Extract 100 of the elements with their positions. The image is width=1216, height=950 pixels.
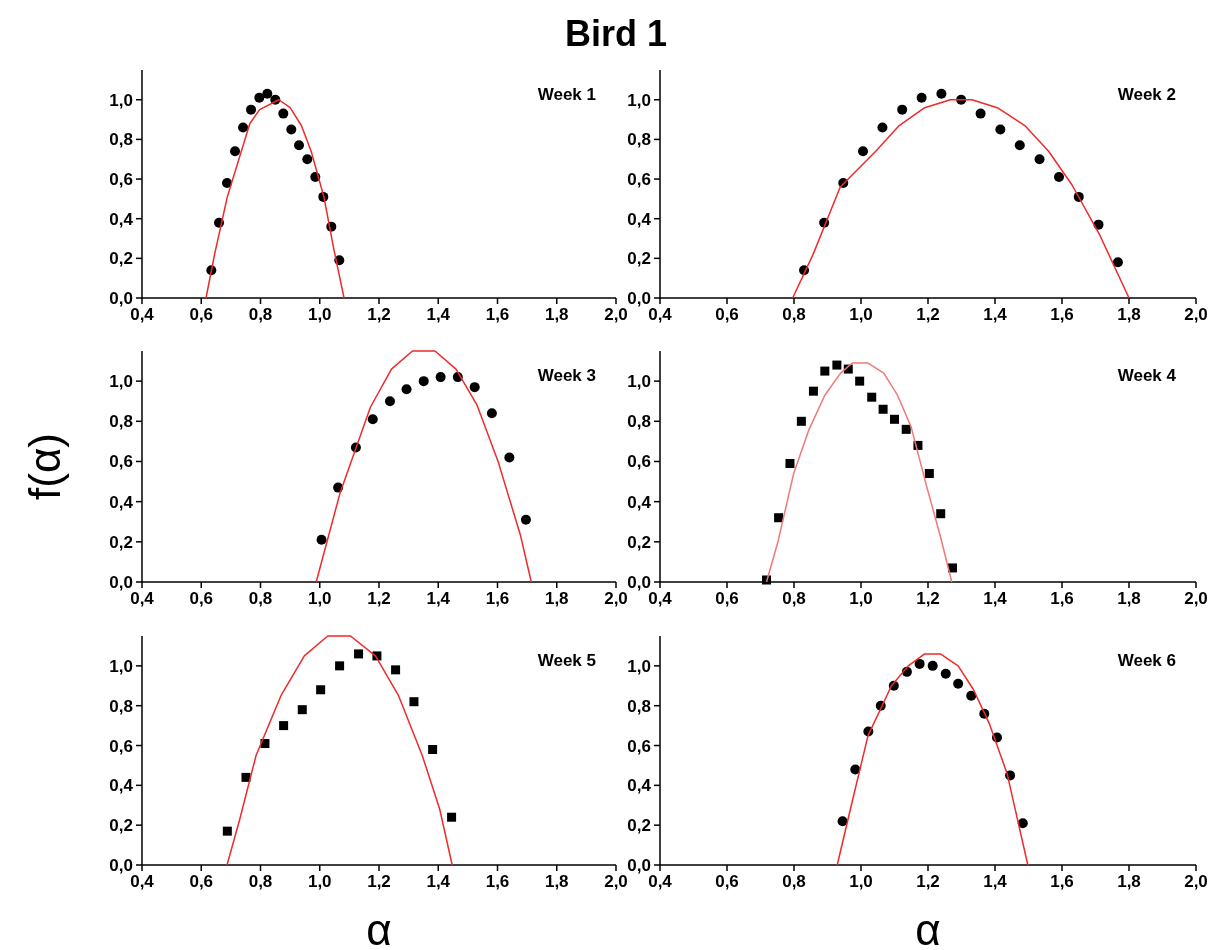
point — [796, 416, 806, 426]
x-tick-label: 0,6 — [715, 872, 739, 891]
point — [914, 658, 925, 669]
point — [855, 376, 865, 386]
x-tick-label: 1,6 — [485, 305, 510, 324]
y-tick-label: 0,4 — [109, 209, 134, 229]
point — [222, 826, 232, 836]
x-tick-label: 1,2 — [916, 589, 940, 608]
y-tick-label: 0,0 — [627, 289, 651, 308]
point — [504, 452, 515, 463]
y-tick-label: 0,0 — [627, 856, 651, 875]
y-tick-label: 0,8 — [109, 696, 133, 716]
y-tick-label: 0,4 — [109, 776, 134, 796]
point — [785, 458, 795, 468]
y-tick-label: 0,8 — [627, 412, 651, 432]
point — [927, 660, 938, 671]
point — [966, 690, 977, 701]
x-tick-label: 1,6 — [485, 872, 510, 891]
y-tick-label: 0,6 — [627, 452, 651, 472]
x-tick-label: 1,0 — [849, 305, 873, 324]
point — [1014, 140, 1025, 151]
x-tick-label: 2,0 — [604, 305, 628, 324]
point — [877, 122, 888, 133]
point — [354, 649, 364, 659]
point — [1017, 818, 1028, 829]
point — [335, 661, 345, 671]
point — [238, 122, 249, 133]
x-tick-label: 0,6 — [189, 589, 214, 608]
x-tick-label: 1,0 — [849, 589, 873, 608]
point — [820, 366, 830, 376]
x-tick-label: 0,6 — [189, 872, 214, 891]
x-tick-label: 1,8 — [1117, 872, 1141, 891]
y-tick-label: 0,8 — [627, 696, 651, 716]
y-tick-label: 1,0 — [627, 372, 651, 392]
y-tick-label: 0,0 — [109, 573, 133, 592]
annotation: Week 6 — [1117, 651, 1176, 670]
x-tick-label: 2,0 — [1184, 305, 1208, 324]
x-tick-label: 1,4 — [426, 589, 451, 608]
chart-title: Bird 1 — [564, 13, 668, 54]
x-tick-label: 0,6 — [715, 305, 739, 324]
x-tick-label: 0,8 — [248, 872, 273, 891]
point — [850, 764, 861, 775]
point — [897, 104, 908, 115]
y-tick-label: 1,0 — [109, 372, 133, 392]
point — [279, 721, 289, 731]
x-tick-label: 0,6 — [189, 305, 214, 324]
point — [302, 154, 313, 165]
point — [924, 469, 934, 479]
point — [316, 534, 327, 545]
y-tick-label: 0,2 — [109, 532, 133, 552]
point — [1034, 154, 1045, 165]
x-tick-label: 0,8 — [782, 872, 806, 891]
x-tick-label: 1,4 — [426, 305, 451, 324]
y-tick-label: 0,2 — [109, 816, 133, 836]
x-tick-label: 1,6 — [1050, 872, 1074, 891]
x-tick-label: 0,8 — [782, 305, 806, 324]
x-tick-label: 1,0 — [307, 872, 332, 891]
point — [832, 360, 842, 370]
x-tick-label: 0,4 — [130, 305, 155, 324]
x-tick-label: 0,4 — [130, 589, 155, 608]
y-tick-label: 0,2 — [109, 249, 133, 269]
x-tick-label: 1,8 — [1117, 589, 1141, 608]
x-tick-label: 1,4 — [983, 305, 1008, 324]
annotation: Week 2 — [1117, 85, 1176, 104]
point — [294, 140, 305, 151]
line-series — [791, 98, 1130, 299]
annotation: Week 5 — [537, 651, 596, 670]
point — [469, 382, 480, 393]
x-tick-label: 1,2 — [367, 872, 391, 891]
point — [1112, 257, 1123, 268]
point — [409, 697, 419, 707]
point — [297, 705, 307, 715]
point — [936, 509, 946, 519]
point — [428, 745, 438, 754]
point — [278, 108, 289, 119]
point — [995, 124, 1006, 135]
x-tick-label: 2,0 — [604, 872, 628, 891]
y-tick-label: 0,0 — [109, 856, 133, 875]
x-tick-label: 0,4 — [130, 872, 155, 891]
point — [418, 376, 429, 387]
point — [391, 665, 401, 675]
x-tick-label: 0,8 — [248, 589, 273, 608]
y-tick-label: 0,2 — [627, 532, 651, 552]
x-tick-label: 0,4 — [648, 589, 673, 608]
point — [901, 424, 911, 434]
point — [262, 88, 273, 99]
y-tick-label: 0,6 — [109, 452, 133, 472]
point — [246, 104, 257, 115]
point — [230, 146, 241, 157]
line-series — [226, 635, 453, 866]
point — [1053, 172, 1064, 183]
x-tick-label: 0,4 — [648, 305, 673, 324]
x-tick-label: 1,8 — [544, 589, 569, 608]
point — [435, 372, 446, 383]
point — [774, 513, 784, 523]
x-tick-label: 1,8 — [544, 305, 569, 324]
x-tick-label: 1,6 — [485, 589, 510, 608]
x-tick-label: 2,0 — [1184, 589, 1208, 608]
point — [520, 514, 531, 525]
x-tick-label: 1,2 — [367, 589, 391, 608]
